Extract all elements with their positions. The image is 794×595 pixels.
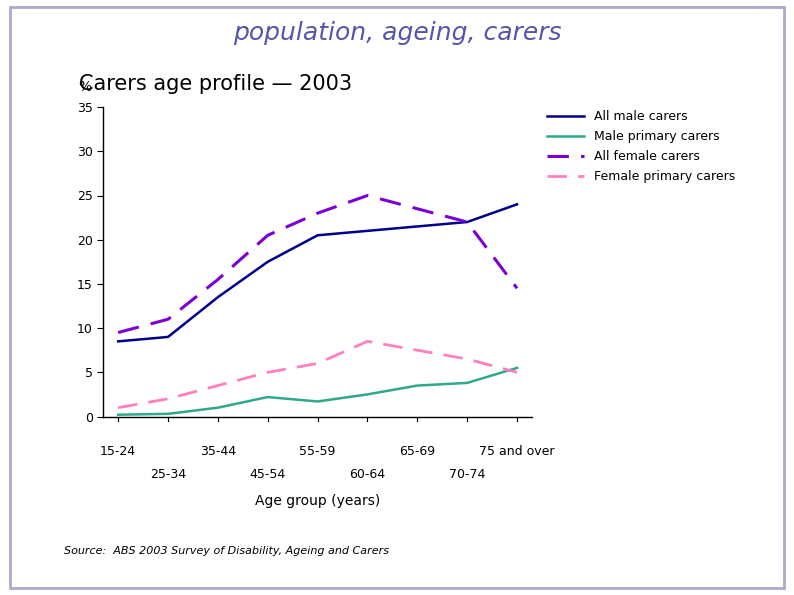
- Text: Age group (years): Age group (years): [255, 494, 380, 508]
- Text: 65-69: 65-69: [399, 445, 435, 458]
- Text: 35-44: 35-44: [200, 445, 236, 458]
- Text: 25-34: 25-34: [150, 468, 186, 481]
- Text: 75 and over: 75 and over: [480, 445, 555, 458]
- Text: population, ageing, carers: population, ageing, carers: [233, 21, 561, 45]
- Text: 15-24: 15-24: [100, 445, 137, 458]
- Text: %: %: [79, 80, 91, 94]
- Text: Source:  ABS 2003 Survey of Disability, Ageing and Carers: Source: ABS 2003 Survey of Disability, A…: [64, 546, 388, 556]
- Text: 45-54: 45-54: [249, 468, 286, 481]
- Text: 70-74: 70-74: [449, 468, 485, 481]
- Text: 55-59: 55-59: [299, 445, 336, 458]
- Text: Carers age profile — 2003: Carers age profile — 2003: [79, 74, 353, 95]
- Legend: All male carers, Male primary carers, All female carers, Female primary carers: All male carers, Male primary carers, Al…: [547, 110, 735, 183]
- Text: 60-64: 60-64: [349, 468, 386, 481]
